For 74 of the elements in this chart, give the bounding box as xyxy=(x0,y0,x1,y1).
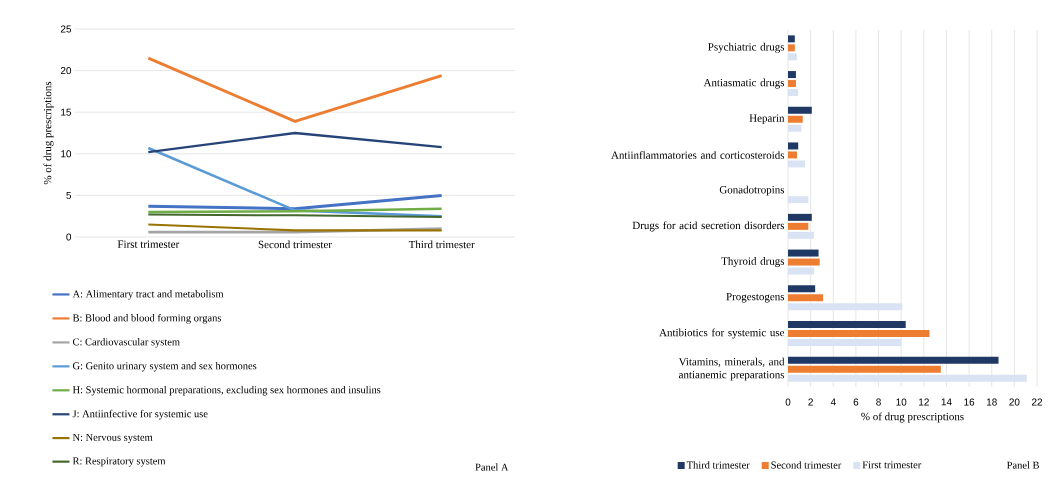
x-tick-label: Second trimester xyxy=(258,240,332,249)
bar xyxy=(788,267,815,275)
bar xyxy=(788,106,812,114)
bar xyxy=(788,303,903,311)
x-tick-label: 12 xyxy=(919,398,929,406)
x-tick-label: 6 xyxy=(853,398,859,406)
bar xyxy=(788,196,809,204)
x-tick-label: 22 xyxy=(1031,398,1043,406)
bar xyxy=(788,374,1027,382)
bar xyxy=(788,222,809,230)
x-tick-label: 4 xyxy=(830,398,836,406)
bar xyxy=(788,285,816,293)
bar xyxy=(788,35,795,43)
y-tick-label: Progestogens xyxy=(726,292,785,303)
bar xyxy=(788,115,803,123)
bar xyxy=(788,53,798,61)
bar xyxy=(788,151,798,159)
bar xyxy=(788,160,805,168)
legend-label: B: Blood and blood forming organs xyxy=(72,314,222,324)
legend-label: Second trimester xyxy=(771,461,842,469)
legend-label: Third trimester xyxy=(686,461,750,469)
legend-label: First trimester xyxy=(862,461,922,469)
legend-label: G: Genito urinary system and sex hormones xyxy=(72,361,257,372)
text: Panel B xyxy=(1006,461,1039,469)
x-tick-label: Third trimester xyxy=(408,240,475,249)
bar xyxy=(788,80,796,88)
y-tick-label: 20 xyxy=(60,67,72,75)
y-tick-label: Antiinflammatories and corticosteroids xyxy=(611,151,785,159)
bar xyxy=(788,71,796,79)
x-tick-label: First trimester xyxy=(117,240,180,248)
bar xyxy=(788,329,930,337)
legend-label: H: Systemic hormonal preparations, excluding sex hormones and insulins xyxy=(72,385,381,396)
y-axis-title: % of drug prescriptions xyxy=(43,81,54,185)
bar xyxy=(788,294,824,302)
x-tick-label: 14 xyxy=(941,398,952,406)
bar xyxy=(788,213,812,221)
bar xyxy=(788,124,802,132)
x-tick-label: 8 xyxy=(876,398,881,406)
bar xyxy=(788,365,941,373)
y-tick-label: Thyroid drugs xyxy=(721,257,785,268)
bar xyxy=(788,142,799,150)
y-tick-label: Psychiatric drugs xyxy=(708,42,785,53)
bar xyxy=(788,356,999,364)
legend-label: R: Respiratory system xyxy=(72,457,166,467)
y-tick-label: Antiasmatic drugs xyxy=(703,78,785,89)
y-tick-label: 0 xyxy=(66,233,72,241)
x-tick-label: 2 xyxy=(808,398,813,406)
bar xyxy=(788,338,902,346)
y-tick-label: Drugs for acid secretion disorders xyxy=(632,221,785,232)
legend-label: C: Cardiovascular system xyxy=(72,338,180,348)
x-tick-label: 0 xyxy=(785,398,791,406)
y-tick-label: Heparin xyxy=(749,114,785,125)
y-tick-label: 5 xyxy=(66,191,72,199)
legend-label: N: Nervous system xyxy=(72,433,153,444)
y-tick-label: Antibiotics for systemic use xyxy=(659,328,785,339)
x-tick-label: 18 xyxy=(986,398,997,406)
x-tick-label: 20 xyxy=(1009,398,1020,406)
legend-label: J: Antiinfective for systemic use xyxy=(72,409,208,420)
x-axis-title: % of drug prescriptions xyxy=(861,412,964,423)
y-tick-label: 25 xyxy=(60,25,72,33)
bar xyxy=(788,89,799,97)
bar xyxy=(788,249,819,257)
x-tick-label: 16 xyxy=(964,398,975,406)
y-tick-label: 10 xyxy=(61,150,72,158)
legend-label: A: Alimentary tract and metabolism xyxy=(72,290,224,300)
text: Panel A xyxy=(475,463,509,471)
x-tick-label: 10 xyxy=(896,398,907,406)
y-tick-label: 15 xyxy=(61,108,72,116)
y-tick-label: Gonadotropins xyxy=(719,185,785,196)
bar xyxy=(788,44,795,52)
y-tick-label: Vitamins, minerals, and antianemic preparations xyxy=(678,357,785,381)
bar xyxy=(788,258,820,266)
bar xyxy=(788,231,815,239)
bar xyxy=(788,320,906,328)
